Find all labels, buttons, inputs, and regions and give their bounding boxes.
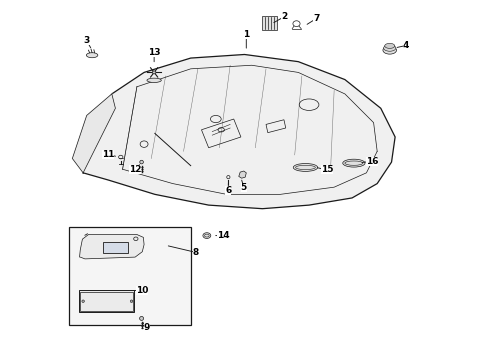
Polygon shape <box>83 54 394 209</box>
Polygon shape <box>261 16 276 30</box>
Ellipse shape <box>384 43 394 48</box>
Polygon shape <box>72 94 115 173</box>
Text: 8: 8 <box>193 248 199 257</box>
Ellipse shape <box>81 300 84 302</box>
Polygon shape <box>80 234 144 259</box>
Text: 7: 7 <box>312 14 319 23</box>
Ellipse shape <box>139 316 143 320</box>
Text: 3: 3 <box>83 36 90 45</box>
Text: 10: 10 <box>136 286 148 295</box>
Text: 15: 15 <box>320 166 332 175</box>
Text: 11: 11 <box>102 150 114 159</box>
Polygon shape <box>238 171 246 178</box>
Bar <box>102 242 128 253</box>
Ellipse shape <box>342 159 364 167</box>
Text: 16: 16 <box>365 157 377 166</box>
Text: 4: 4 <box>402 41 408 50</box>
Bar <box>79 291 134 312</box>
Ellipse shape <box>147 78 161 82</box>
Text: 5: 5 <box>240 183 246 192</box>
Ellipse shape <box>293 163 317 171</box>
Ellipse shape <box>130 300 133 302</box>
Bar <box>69 226 191 325</box>
Ellipse shape <box>203 233 210 238</box>
Text: 12: 12 <box>129 165 141 174</box>
Text: 13: 13 <box>147 48 160 57</box>
Ellipse shape <box>140 160 143 164</box>
Ellipse shape <box>382 46 396 54</box>
Text: 2: 2 <box>280 12 286 21</box>
Text: 6: 6 <box>225 186 231 195</box>
Bar <box>80 292 133 311</box>
Text: 9: 9 <box>143 323 150 332</box>
Ellipse shape <box>86 53 98 58</box>
Ellipse shape <box>383 45 395 51</box>
Text: 14: 14 <box>216 231 229 240</box>
Text: 1: 1 <box>243 30 249 39</box>
Ellipse shape <box>152 71 156 74</box>
